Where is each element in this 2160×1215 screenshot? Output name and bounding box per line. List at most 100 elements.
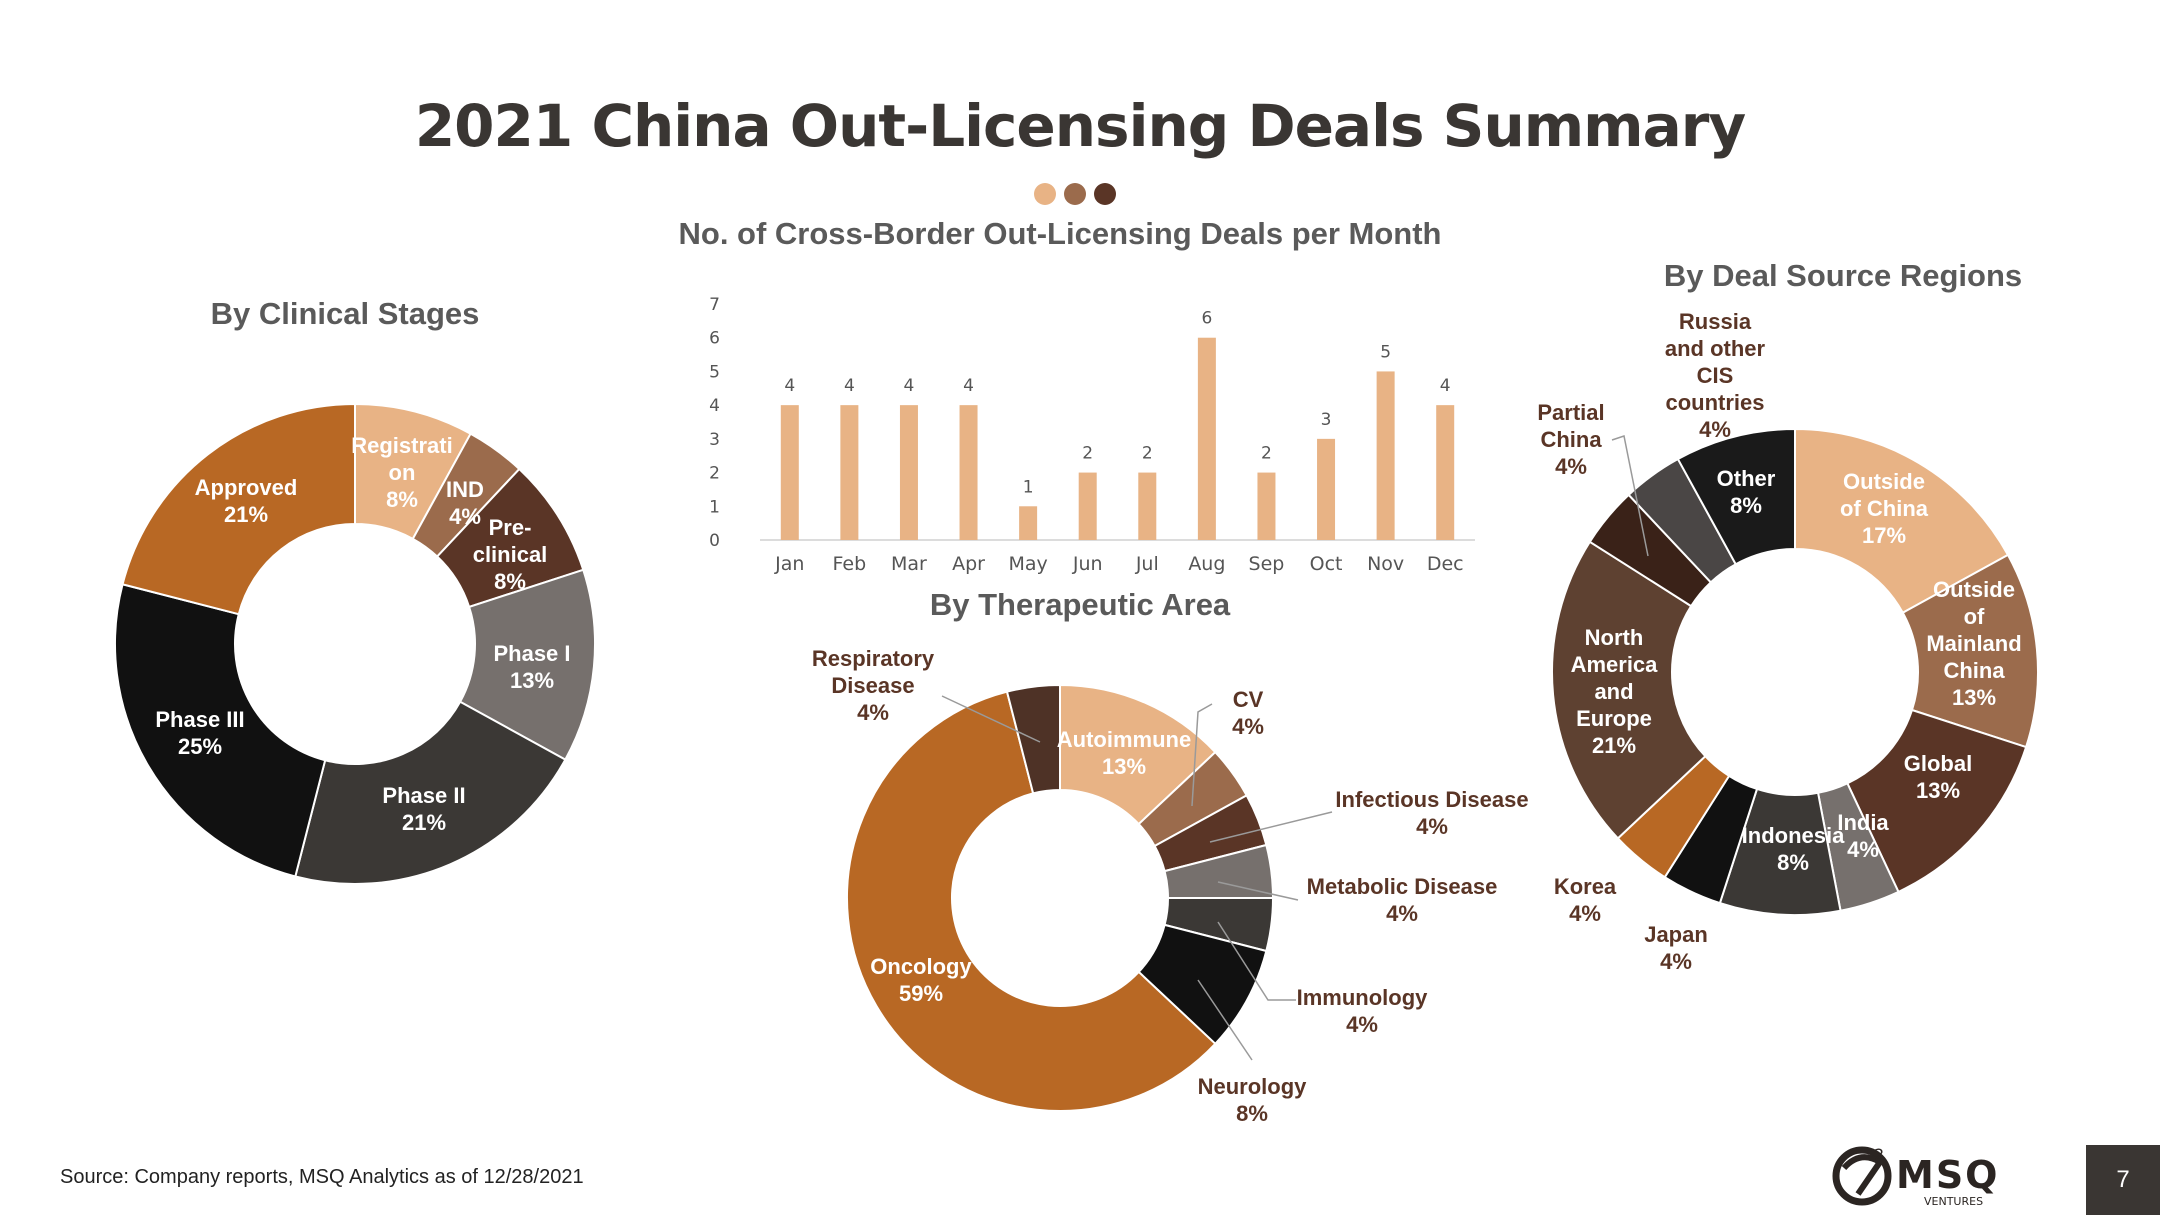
bar-data-label: 6	[1201, 309, 1212, 329]
slice-oncology	[846, 690, 1217, 1112]
slice-label-respiratory-disease: Respiratory Disease 4%	[812, 646, 935, 725]
bar-data-label: 2	[1261, 444, 1272, 464]
slice-label-approved: Approved 21%	[195, 475, 298, 527]
slice-label-indonesia: Indonesia 8%	[1742, 823, 1845, 875]
y-tick-label: 0	[709, 531, 720, 551]
bar-data-label: 4	[904, 376, 915, 396]
y-tick-label: 2	[709, 464, 720, 484]
slice-global	[1846, 708, 2028, 894]
dot-1	[1034, 183, 1056, 205]
decorative-dots	[1034, 183, 1116, 205]
x-tick-label: Oct	[1310, 553, 1343, 575]
dot-2	[1064, 183, 1086, 205]
logo-superscript: 2	[1874, 1145, 1884, 1164]
bar-feb	[840, 405, 859, 540]
bar-data-label: 3	[1321, 410, 1332, 430]
bar-nov	[1376, 371, 1395, 540]
slice-label-phase-iii: Phase III 25%	[155, 707, 244, 759]
slice-label-global: Global 13%	[1904, 751, 1972, 803]
slice-label-oncology: Oncology 59%	[870, 954, 972, 1006]
slice-label-cv: CV 4%	[1232, 687, 1264, 739]
bar-data-label: 5	[1380, 342, 1391, 362]
x-tick-label: Jun	[1072, 553, 1103, 575]
slice-label-ind: IND 4%	[446, 477, 484, 529]
slice-label-phase-ii: Phase II 21%	[382, 783, 465, 835]
slice-label-immunology: Immunology 4%	[1297, 985, 1429, 1037]
bar-data-label: 4	[1440, 376, 1451, 396]
x-tick-label: Mar	[891, 553, 927, 575]
clinical-stages-title: By Clinical Stages	[210, 296, 480, 331]
bar-jun	[1078, 472, 1097, 540]
bar-sep	[1257, 472, 1276, 540]
slice-label-infectious-disease: Infectious Disease 4%	[1335, 787, 1528, 839]
bar-data-label: 1	[1023, 477, 1034, 497]
bar-may	[1019, 506, 1038, 540]
slice-phase-i	[458, 568, 596, 761]
leader-line	[1217, 921, 1296, 1001]
bar-chart: 0 1 2 3 4 5 6 7 4 Jan 4 Feb 4 Mar 4 Apr 1 May 2 Jun 2 Jul 6 Aug…	[709, 295, 1475, 575]
slice-label-registration: Registrati on 8%	[351, 433, 452, 512]
msq-ventures-logo: 2 MSQ VENTURES	[1832, 1145, 2000, 1208]
bar-aug	[1197, 337, 1216, 540]
slice-label-other: Other 8%	[1717, 466, 1776, 518]
leader-line	[941, 695, 1041, 743]
bar-oct	[1317, 438, 1336, 540]
slice-label-phase-i: Phase I 13%	[493, 641, 570, 693]
logo-mark-stroke	[1841, 1154, 1885, 1196]
logo-sub: VENTURES	[1924, 1195, 1983, 1208]
slice-label-autoimmune: Autoimmune 13%	[1057, 727, 1191, 779]
source-note: Source: Company reports, MSQ Analytics a…	[60, 1166, 584, 1188]
slice-label-outside-of-mainland-china: Outside of Mainland China 13%	[1926, 577, 2021, 710]
y-tick-label: 6	[709, 329, 720, 349]
slice-phase-ii	[294, 700, 567, 885]
x-tick-label: Jan	[774, 553, 804, 575]
slice-other	[1676, 427, 1796, 566]
slice-label-partial-china: Partial China 4%	[1537, 400, 1604, 479]
bar-data-label: 4	[784, 376, 795, 396]
slice-label-russia-cis: Russia and other CIS countries 4%	[1665, 309, 1766, 442]
y-tick-label: 5	[709, 362, 720, 382]
x-tick-label: Aug	[1188, 553, 1225, 575]
x-tick-label: Jul	[1135, 553, 1159, 575]
x-tick-label: Nov	[1367, 553, 1404, 575]
bar-chart-title: No. of Cross-Border Out-Licensing Deals …	[678, 216, 1442, 251]
slice-label-neurology: Neurology 8%	[1198, 1074, 1308, 1126]
slice-label-india: India 4%	[1837, 810, 1889, 862]
leader-line	[1217, 881, 1299, 901]
slice-label-metabolic-disease: Metabolic Disease 4%	[1307, 874, 1498, 926]
page-title: 2021 China Out-Licensing Deals Summary	[414, 92, 1746, 160]
x-tick-label: Dec	[1427, 553, 1464, 575]
bar-jan	[780, 405, 799, 540]
y-tick-label: 3	[709, 430, 720, 450]
page-number: 7	[2086, 1145, 2160, 1215]
bar-data-label: 4	[963, 376, 974, 396]
bar-apr	[959, 405, 978, 540]
slice-approved	[121, 402, 356, 616]
bar-data-label: 4	[844, 376, 855, 396]
slice-label-outside-of-china: Outside of China 17%	[1840, 469, 1929, 548]
x-tick-label: May	[1008, 553, 1047, 575]
slice-outside-of-mainland-china	[1901, 553, 2039, 749]
slice-label-korea: Korea 4%	[1554, 874, 1617, 926]
x-tick-label: Sep	[1249, 553, 1285, 575]
therapeutic-area-title: By Therapeutic Area	[929, 587, 1231, 622]
leader-line	[1191, 703, 1213, 807]
slice-north-america-and-europe	[1551, 540, 1707, 840]
slice-label-japan: Japan 4%	[1644, 922, 1708, 974]
leader-line	[1209, 811, 1333, 843]
x-tick-label: Apr	[952, 553, 985, 575]
slice-phase-iii	[114, 583, 327, 878]
logo-mark	[1832, 1146, 1892, 1206]
bar-data-label: 2	[1082, 444, 1093, 464]
logo-brand: MSQ	[1896, 1153, 2000, 1197]
bar-mar	[899, 405, 918, 540]
bar-data-label: 2	[1142, 444, 1153, 464]
y-tick-label: 4	[709, 396, 720, 416]
slice-outside-of-china	[1794, 427, 2010, 615]
slice-label-pre-clinical: Pre-clinical 8%	[473, 515, 548, 594]
y-tick-label: 7	[709, 295, 720, 315]
bar-dec	[1436, 405, 1455, 540]
